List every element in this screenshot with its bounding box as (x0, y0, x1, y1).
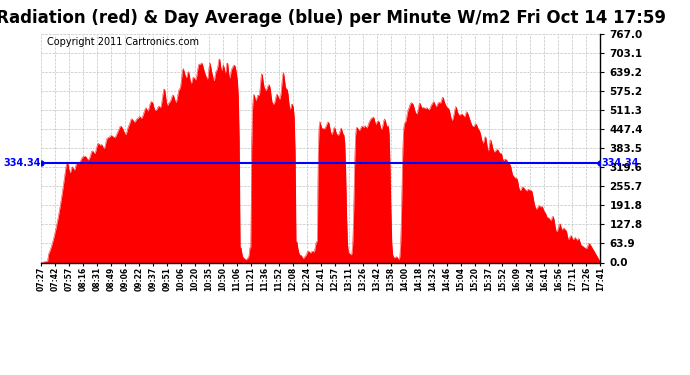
Text: 334.34: 334.34 (3, 158, 41, 168)
Text: Copyright 2011 Cartronics.com: Copyright 2011 Cartronics.com (47, 37, 199, 47)
Text: Solar Radiation (red) & Day Average (blue) per Minute W/m2 Fri Oct 14 17:59: Solar Radiation (red) & Day Average (blu… (0, 9, 666, 27)
Text: 334.34: 334.34 (602, 158, 639, 168)
